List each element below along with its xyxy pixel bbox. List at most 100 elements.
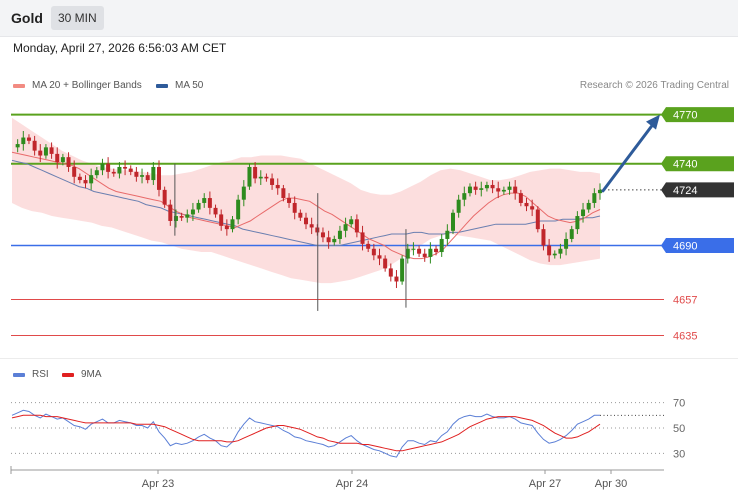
candle xyxy=(128,165,133,176)
candle xyxy=(564,232,569,256)
candle-body xyxy=(371,248,376,256)
candle xyxy=(586,199,591,213)
candle-body xyxy=(253,166,258,179)
candle xyxy=(552,250,557,259)
x-tick-label: Apr 23 xyxy=(142,478,174,490)
candle xyxy=(530,199,535,217)
candle xyxy=(49,142,54,159)
candle-body xyxy=(281,188,286,199)
candle xyxy=(94,166,99,179)
candle-body xyxy=(320,232,325,238)
candle-body xyxy=(507,186,512,190)
timeframe-selector[interactable]: 30 MIN xyxy=(51,6,104,30)
candle xyxy=(196,199,201,213)
candle xyxy=(162,186,167,208)
candle xyxy=(32,135,37,156)
candle xyxy=(140,168,145,184)
candle-body xyxy=(72,166,77,177)
forecast-arrow xyxy=(601,114,660,193)
candle-body xyxy=(581,209,586,217)
candle-body xyxy=(569,229,574,239)
candle-body xyxy=(366,243,371,249)
candle xyxy=(100,158,105,176)
candle-body xyxy=(207,198,212,208)
candle-body xyxy=(377,255,382,259)
candle-body xyxy=(535,209,540,230)
candle-body xyxy=(445,230,450,239)
candle xyxy=(490,180,495,194)
candle xyxy=(253,162,258,184)
level-label-4724: 4724 xyxy=(661,182,734,198)
legend-rsi-ma-label: 9MA xyxy=(81,369,102,380)
candle-body xyxy=(173,216,178,221)
candle xyxy=(236,194,241,225)
candle xyxy=(405,243,410,264)
candle-body xyxy=(151,166,156,181)
candle xyxy=(496,181,501,199)
candle xyxy=(456,194,461,218)
candle-body xyxy=(304,217,308,225)
level-labels: 4770 4740 4724 4690 4657 4635 xyxy=(661,107,734,342)
candle-body xyxy=(196,202,201,210)
candle-body xyxy=(275,184,280,189)
candle-body xyxy=(168,204,173,221)
candle xyxy=(434,245,439,256)
candle xyxy=(451,209,455,235)
candle xyxy=(383,255,388,272)
candle-body xyxy=(439,238,444,253)
instrument-title: Gold xyxy=(11,10,43,26)
candle xyxy=(298,209,303,221)
candle-body xyxy=(388,268,393,277)
candle-body xyxy=(202,198,207,203)
forecast-arrow-line xyxy=(601,120,657,193)
candle-body xyxy=(236,199,241,220)
candle-body xyxy=(83,180,88,184)
level-label-4690: 4690 xyxy=(661,237,734,253)
candle xyxy=(417,245,422,257)
level-label-box xyxy=(661,156,734,172)
level-label-box xyxy=(661,182,734,198)
candle xyxy=(207,191,212,215)
candle xyxy=(479,181,484,197)
candle xyxy=(190,202,195,221)
candle xyxy=(15,139,20,153)
candle-body xyxy=(77,176,82,181)
candle xyxy=(462,186,467,207)
candle-body xyxy=(26,137,31,141)
candle xyxy=(111,168,116,177)
candle-body xyxy=(501,189,506,192)
candle-body xyxy=(405,248,410,259)
candle-body xyxy=(524,202,529,207)
candle-body xyxy=(417,248,422,254)
candle xyxy=(230,216,235,233)
candle-body xyxy=(60,157,65,163)
candle xyxy=(43,144,48,159)
candle-body xyxy=(400,258,405,282)
candle-body xyxy=(552,253,557,256)
level-label-4770: 4770 xyxy=(661,107,734,123)
candle-body xyxy=(309,224,314,228)
candle xyxy=(371,243,376,261)
candle xyxy=(106,157,111,179)
candle-body xyxy=(264,176,269,179)
legend-ma20: MA 20 + Bollinger Bands xyxy=(13,80,142,91)
candle xyxy=(467,183,472,197)
candle-body xyxy=(598,189,602,194)
candle-body xyxy=(241,186,246,200)
candle-body xyxy=(394,276,399,282)
candle-body xyxy=(111,171,116,174)
candle-body xyxy=(123,166,128,169)
legend-rsi-swatch xyxy=(13,372,25,377)
legend-ma50-label: MA 50 xyxy=(175,80,204,91)
level-label-text: 4724 xyxy=(673,185,697,197)
candle xyxy=(575,211,580,235)
candle xyxy=(445,224,450,246)
candle xyxy=(270,173,275,190)
candle xyxy=(343,217,348,238)
candle xyxy=(89,168,94,190)
candle xyxy=(287,193,292,208)
candle xyxy=(38,144,43,163)
candle xyxy=(366,240,371,253)
candle xyxy=(224,219,229,236)
